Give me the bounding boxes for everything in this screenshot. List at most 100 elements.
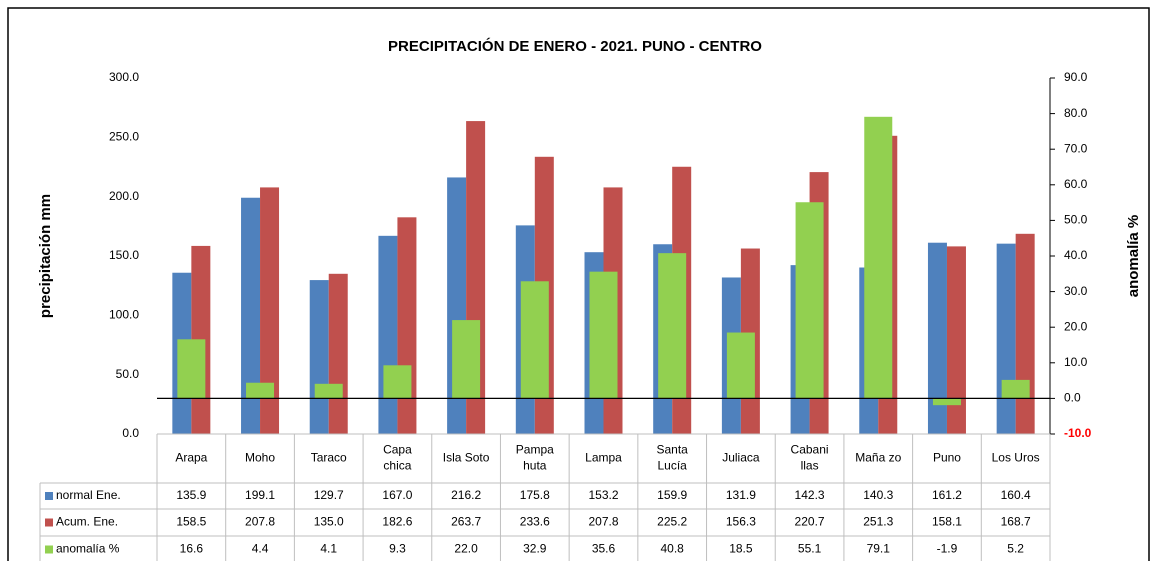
table-value: 35.6 — [592, 542, 616, 556]
legend-swatch — [45, 492, 53, 500]
bar — [309, 280, 329, 434]
bar — [927, 242, 947, 434]
bar — [378, 235, 398, 434]
table-value: 168.7 — [1001, 515, 1031, 529]
table-value: 251.3 — [863, 515, 893, 529]
y2-tick-label: -10.0 — [1064, 426, 1092, 440]
table-value: 55.1 — [798, 542, 822, 556]
bar — [726, 332, 755, 399]
table-value: -1.9 — [937, 542, 958, 556]
legend-swatch — [45, 518, 53, 527]
y-tick-label: 150.0 — [109, 248, 139, 262]
table-value: 167.0 — [382, 488, 412, 502]
table-value: 9.3 — [389, 542, 406, 556]
y2-tick-label: 10.0 — [1064, 355, 1088, 369]
bar — [328, 273, 348, 434]
table-value: 32.9 — [523, 542, 547, 556]
bar — [932, 398, 961, 406]
x-tick-label: Pampa huta — [516, 443, 554, 473]
table-value: 263.7 — [451, 515, 481, 529]
table-value: 158.1 — [932, 515, 962, 529]
x-tick-label: Santa Lucía — [657, 443, 689, 473]
x-tick-label: Taraco — [311, 451, 347, 465]
y-tick-label: 300.0 — [109, 70, 139, 84]
table-value: 160.4 — [1001, 488, 1031, 502]
bar — [314, 383, 343, 399]
table-value: 207.8 — [588, 515, 618, 529]
table-value: 140.3 — [863, 488, 893, 502]
table-value: 161.2 — [932, 488, 962, 502]
y2-tick-label: 0.0 — [1064, 391, 1081, 405]
x-tick-label: Capa chica — [383, 443, 412, 473]
y-tick-label: 250.0 — [109, 130, 139, 144]
bar — [658, 253, 687, 399]
table-value: 22.0 — [454, 542, 478, 556]
bar — [383, 365, 412, 399]
table-value: 153.2 — [588, 488, 618, 502]
legend-label: anomalía % — [56, 542, 120, 556]
x-tick-label: Maña zo — [855, 451, 901, 465]
table-value: 131.9 — [726, 488, 756, 502]
x-tick-label: Cabani llas — [791, 443, 829, 473]
y2-tick-label: 30.0 — [1064, 284, 1088, 298]
y-tick-label: 0.0 — [122, 426, 139, 440]
bar — [452, 320, 481, 399]
table-value: 18.5 — [729, 542, 753, 556]
x-tick-label: Puno — [933, 451, 961, 465]
table-value: 175.8 — [520, 488, 550, 502]
bar — [946, 246, 966, 434]
table-value: 216.2 — [451, 488, 481, 502]
y-tick-label: 50.0 — [116, 367, 140, 381]
chart-title: PRECIPITACIÓN DE ENERO - 2021. PUNO - CE… — [388, 37, 762, 55]
table-value: 220.7 — [795, 515, 825, 529]
table-value: 156.3 — [726, 515, 756, 529]
y2-tick-label: 50.0 — [1064, 213, 1088, 227]
x-tick-label: Isla Soto — [443, 451, 490, 465]
y2-tick-label: 20.0 — [1064, 319, 1088, 333]
x-tick-label: Lampa — [585, 451, 622, 465]
bar — [589, 271, 618, 399]
legend-swatch — [45, 545, 53, 554]
y-tick-label: 100.0 — [109, 308, 139, 322]
y-axis-label: precipitación mm — [37, 194, 54, 318]
legend-label: normal Ene. — [56, 488, 121, 502]
bar — [397, 217, 417, 434]
table-value: 4.4 — [252, 542, 269, 556]
legend-label: Acum. Ene. — [56, 515, 118, 529]
table-value: 207.8 — [245, 515, 275, 529]
table-value: 135.9 — [176, 488, 206, 502]
bar — [177, 339, 206, 399]
bar — [520, 281, 549, 399]
y-tick-label: 200.0 — [109, 189, 139, 203]
table-value: 79.1 — [867, 542, 891, 556]
table-value: 5.2 — [1007, 542, 1024, 556]
bar — [1015, 233, 1035, 434]
bar — [996, 243, 1016, 434]
bar — [795, 202, 824, 399]
bar — [260, 187, 280, 434]
table-value: 4.1 — [320, 542, 337, 556]
table-value: 135.0 — [314, 515, 344, 529]
y2-axis-label: anomalía % — [1125, 215, 1142, 298]
table-value: 129.7 — [314, 488, 344, 502]
table-value: 158.5 — [176, 515, 206, 529]
table-value: 16.6 — [180, 542, 204, 556]
table-value: 199.1 — [245, 488, 275, 502]
y2-tick-label: 70.0 — [1064, 141, 1088, 155]
bar — [1001, 379, 1030, 399]
x-tick-label: Los Uros — [992, 451, 1040, 465]
table-value: 142.3 — [795, 488, 825, 502]
bar — [246, 382, 275, 399]
y2-tick-label: 60.0 — [1064, 177, 1088, 191]
table-value: 182.6 — [382, 515, 412, 529]
y2-tick-label: 80.0 — [1064, 106, 1088, 120]
table-value: 233.6 — [520, 515, 550, 529]
table-value: 159.9 — [657, 488, 687, 502]
bar — [241, 197, 261, 434]
x-tick-label: Moho — [245, 451, 275, 465]
table-value: 40.8 — [661, 542, 685, 556]
bar — [864, 116, 893, 399]
x-tick-label: Arapa — [175, 451, 207, 465]
table-value: 225.2 — [657, 515, 687, 529]
